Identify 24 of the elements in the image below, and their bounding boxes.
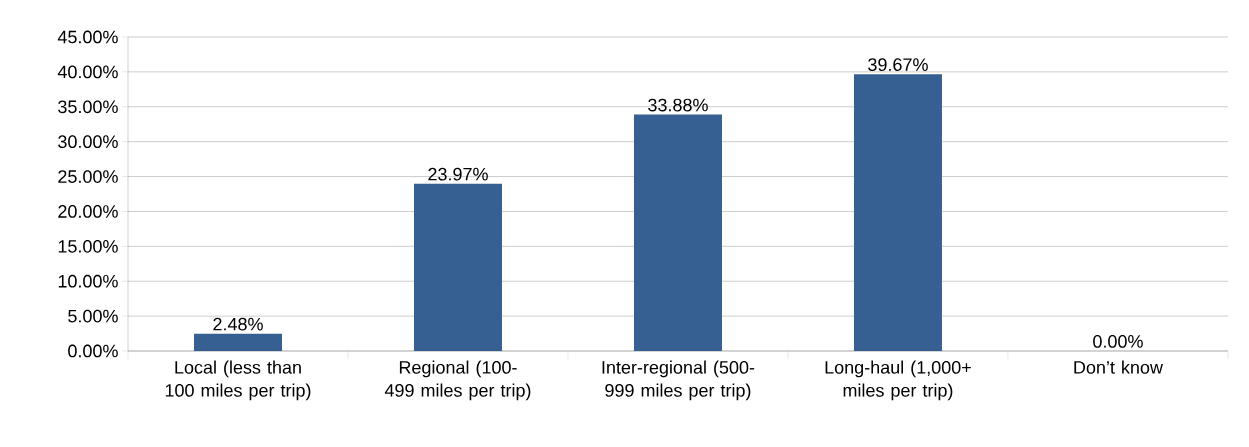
data-label: 2.48% [213,317,263,331]
y-tick-label: 20.00% [58,205,118,218]
y-tick-label: 10.00% [58,274,118,288]
x-tick-label: Long-haul (1,000+ miles per trip) [825,360,971,401]
bar [194,333,282,351]
x-tick-label: Local (less than 100 miles per trip) [165,360,311,401]
y-tick-label: 35.00% [58,100,118,114]
y-tick-label: 30.00% [58,135,118,149]
data-label: 0.00% [1093,335,1143,348]
x-tick-label: Inter-regional (500-999 miles per trip) [602,360,755,401]
x-tick-label: Regional (100-499 miles per trip) [384,360,531,401]
bar [413,183,502,351]
data-label: 23.97% [428,167,488,181]
y-tick-label: 40.00% [57,65,118,79]
y-tick-label: 15.00% [58,239,118,253]
y-tick-label: 25.00% [58,170,118,183]
x-tick-label: Don’t know [1074,360,1163,374]
y-tick-label: 5.00% [68,309,118,323]
bar [633,114,722,351]
data-label: 33.88% [648,98,708,112]
data-label: 39.67% [868,58,928,71]
bar [853,74,942,351]
y-tick-label: 0.00% [68,344,118,358]
y-tick-label: 45.00% [57,30,118,44]
